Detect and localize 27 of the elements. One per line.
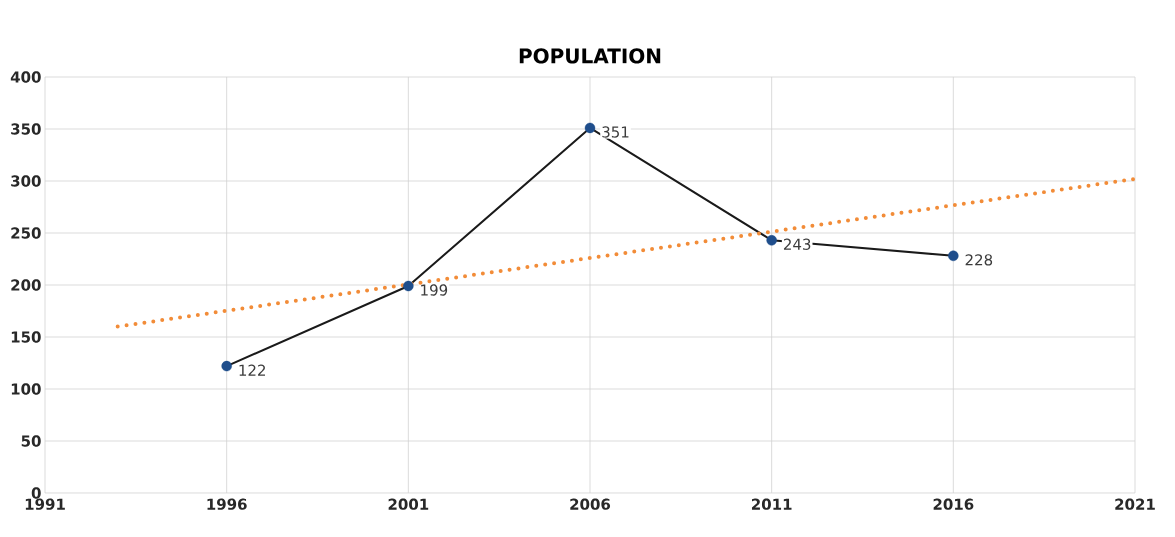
x-tick-label: 2016 bbox=[933, 498, 974, 510]
data-label: 228 bbox=[965, 254, 993, 266]
x-tick-label: 1991 bbox=[25, 498, 65, 510]
y-tick-label: 150 bbox=[11, 331, 41, 343]
point bbox=[948, 250, 959, 262]
y-tick-label: 50 bbox=[21, 435, 41, 447]
point bbox=[584, 122, 596, 134]
point bbox=[221, 360, 232, 372]
y-tick-label: 400 bbox=[10, 71, 41, 83]
chart-title: POPULATION bbox=[519, 48, 661, 64]
y-tick-label: 100 bbox=[11, 383, 41, 395]
x-tick-label: 2011 bbox=[751, 498, 792, 510]
data-label: 243 bbox=[783, 238, 811, 250]
x-tick-label: 2021 bbox=[1115, 498, 1155, 510]
x-tick-label: 1996 bbox=[207, 498, 247, 510]
x-tick-label: 2001 bbox=[388, 498, 429, 510]
data-label: 122 bbox=[239, 364, 265, 376]
y-tick-label: 300 bbox=[11, 175, 41, 187]
y-tick-label: 0 bbox=[31, 487, 41, 499]
y-tick-label: 350 bbox=[11, 123, 41, 135]
x-tick-label: 2006 bbox=[570, 498, 611, 510]
point bbox=[766, 235, 777, 246]
point bbox=[403, 280, 414, 292]
data-label: 351 bbox=[602, 126, 629, 138]
y-tick-label: 200 bbox=[11, 279, 41, 291]
data-label: 199 bbox=[421, 284, 448, 296]
y-tick-label: 250 bbox=[11, 227, 41, 239]
